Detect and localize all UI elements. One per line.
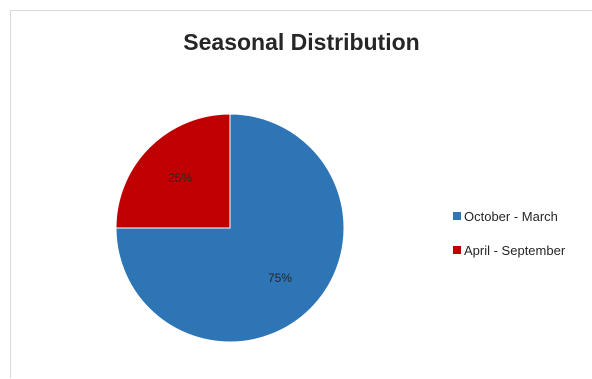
legend-label-october-march: October - March [464,208,558,224]
legend-swatch-october-march [453,212,461,220]
legend-swatch-april-september [453,246,461,254]
data-label-april-september: 25% [168,171,192,185]
legend-item-april-september: April - September [453,241,565,259]
legend: October - March April - September [453,207,565,275]
legend-label-april-september: April - September [464,242,566,258]
pie-chart: 75% 25% [115,113,345,343]
pie-slice-october-march [115,113,345,343]
data-label-october-march: 75% [268,271,292,285]
chart-title: Seasonal Distribution [183,29,420,55]
legend-item-october-march: October - March [453,207,565,225]
chart-area: Seasonal Distribution 75% 25% October - M… [10,10,592,378]
pie-slice-april-september [115,113,231,229]
